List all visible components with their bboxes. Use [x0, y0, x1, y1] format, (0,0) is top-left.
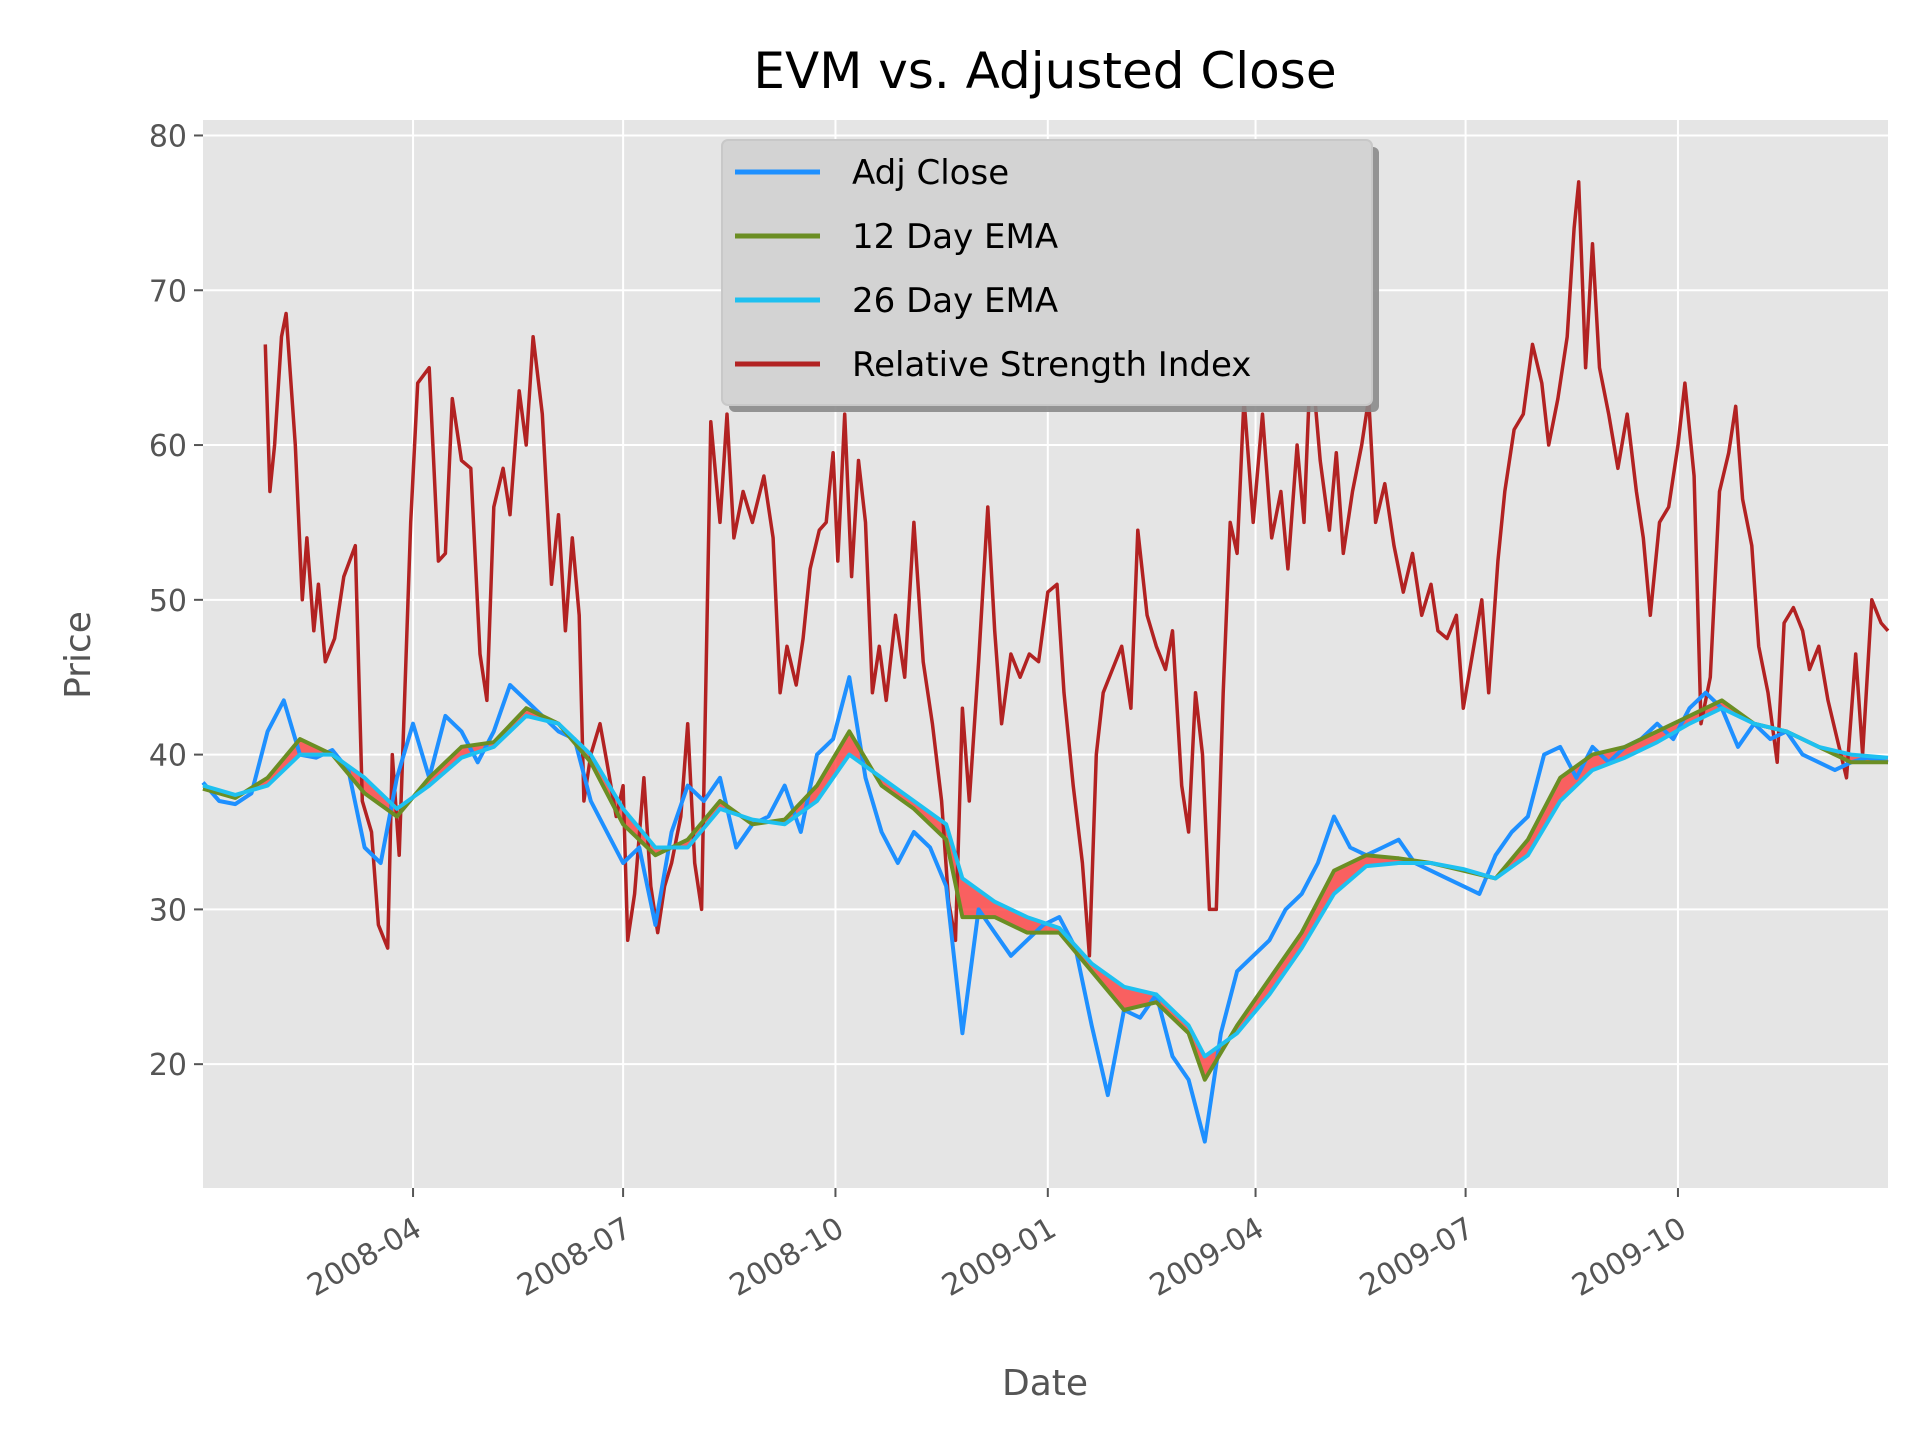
x-tick-label: 2008-10 [724, 1211, 850, 1304]
series-line-relative-strength-index [263, 180, 1890, 958]
series-lines [201, 180, 1890, 1144]
x-axis-label: Date [1002, 1363, 1088, 1404]
x-tick-label: 2008-07 [512, 1211, 638, 1304]
x-tick-label: 2009-04 [1144, 1211, 1270, 1304]
y-tick-label: 50 [149, 584, 187, 619]
x-tick-label: 2009-10 [1566, 1211, 1692, 1304]
y-tick-label: 60 [149, 429, 187, 464]
y-tick-label: 80 [149, 119, 187, 154]
y-tick-label: 30 [149, 893, 187, 928]
y-tick-label: 40 [149, 739, 187, 774]
legend-box [721, 139, 1373, 406]
y-tick-label: 20 [149, 1048, 187, 1083]
legend-label-26-day-ema: 26 Day EMA [852, 281, 1058, 321]
x-tick-label: 2009-01 [936, 1211, 1062, 1304]
series-line-12-day-ema [202, 698, 1888, 1082]
x-tick-label: 2008-04 [301, 1211, 427, 1304]
legend-label-adj-close: Adj Close [852, 153, 1009, 193]
x-tick-label: 2009-07 [1354, 1211, 1480, 1304]
x-axis-ticks: 2008-04 2008-07 2008-10 2009-01 2009-04 2009-… [301, 1188, 1692, 1304]
y-axis-ticks: 20 30 40 50 60 70 80 [149, 119, 203, 1083]
y-tick-label: 70 [149, 274, 187, 309]
y-axis-label: Price [58, 611, 99, 699]
legend-label-relative-strength-index: Relative Strength Index [852, 345, 1251, 385]
series-line-26-day-ema [202, 706, 1889, 1059]
legend-label-12-day-ema: 12 Day EMA [852, 217, 1058, 257]
chart-title: EVM vs. Adjusted Close [753, 42, 1336, 100]
legend: Adj Close 12 Day EMA 26 Day EMA Relative St… [721, 139, 1379, 412]
legend-items: Adj Close 12 Day EMA 26 Day EMA Relative St… [735, 153, 1251, 385]
